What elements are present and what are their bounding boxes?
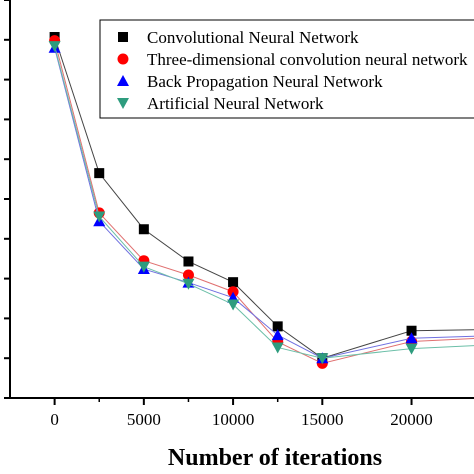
legend-label: Three-dimensional convolution neural net… bbox=[147, 50, 468, 69]
data-point bbox=[405, 332, 418, 344]
legend-marker bbox=[117, 98, 129, 109]
legend-label: Convolutional Neural Network bbox=[147, 28, 359, 47]
data-point bbox=[271, 329, 284, 341]
x-tick-label: 0 bbox=[50, 410, 59, 429]
data-point bbox=[272, 321, 283, 332]
legend-box bbox=[99, 19, 474, 119]
plot-area bbox=[48, 32, 474, 369]
data-point bbox=[183, 256, 194, 267]
legend: Convolutional Neural Network Three-dimens… bbox=[99, 19, 474, 119]
x-tick-label: 15000 bbox=[301, 410, 344, 429]
data-point bbox=[94, 168, 105, 179]
data-point bbox=[182, 278, 195, 290]
data-point bbox=[405, 343, 418, 355]
legend-marker bbox=[118, 32, 128, 42]
x-tick-label: 20000 bbox=[390, 410, 433, 429]
legend-label: Back Propagation Neural Network bbox=[147, 72, 383, 91]
data-point bbox=[182, 269, 194, 281]
legend-marker bbox=[117, 53, 129, 65]
data-point bbox=[271, 342, 284, 354]
legend-marker bbox=[117, 75, 129, 86]
x-axis-title: Number of iterations bbox=[168, 445, 382, 471]
data-point bbox=[137, 261, 150, 273]
data-point bbox=[138, 224, 149, 235]
data-point bbox=[316, 353, 329, 365]
data-point bbox=[48, 41, 61, 53]
legend-label: Artificial Neural Network bbox=[147, 94, 324, 113]
data-point bbox=[227, 299, 240, 311]
data-point bbox=[228, 277, 239, 288]
x-tick-label: 5000 bbox=[127, 410, 161, 429]
data-point bbox=[406, 325, 417, 336]
x-tick-label: 10000 bbox=[212, 410, 255, 429]
data-point bbox=[93, 211, 106, 223]
axes: 0 5000 10000 15000 20000 bbox=[4, 0, 474, 429]
